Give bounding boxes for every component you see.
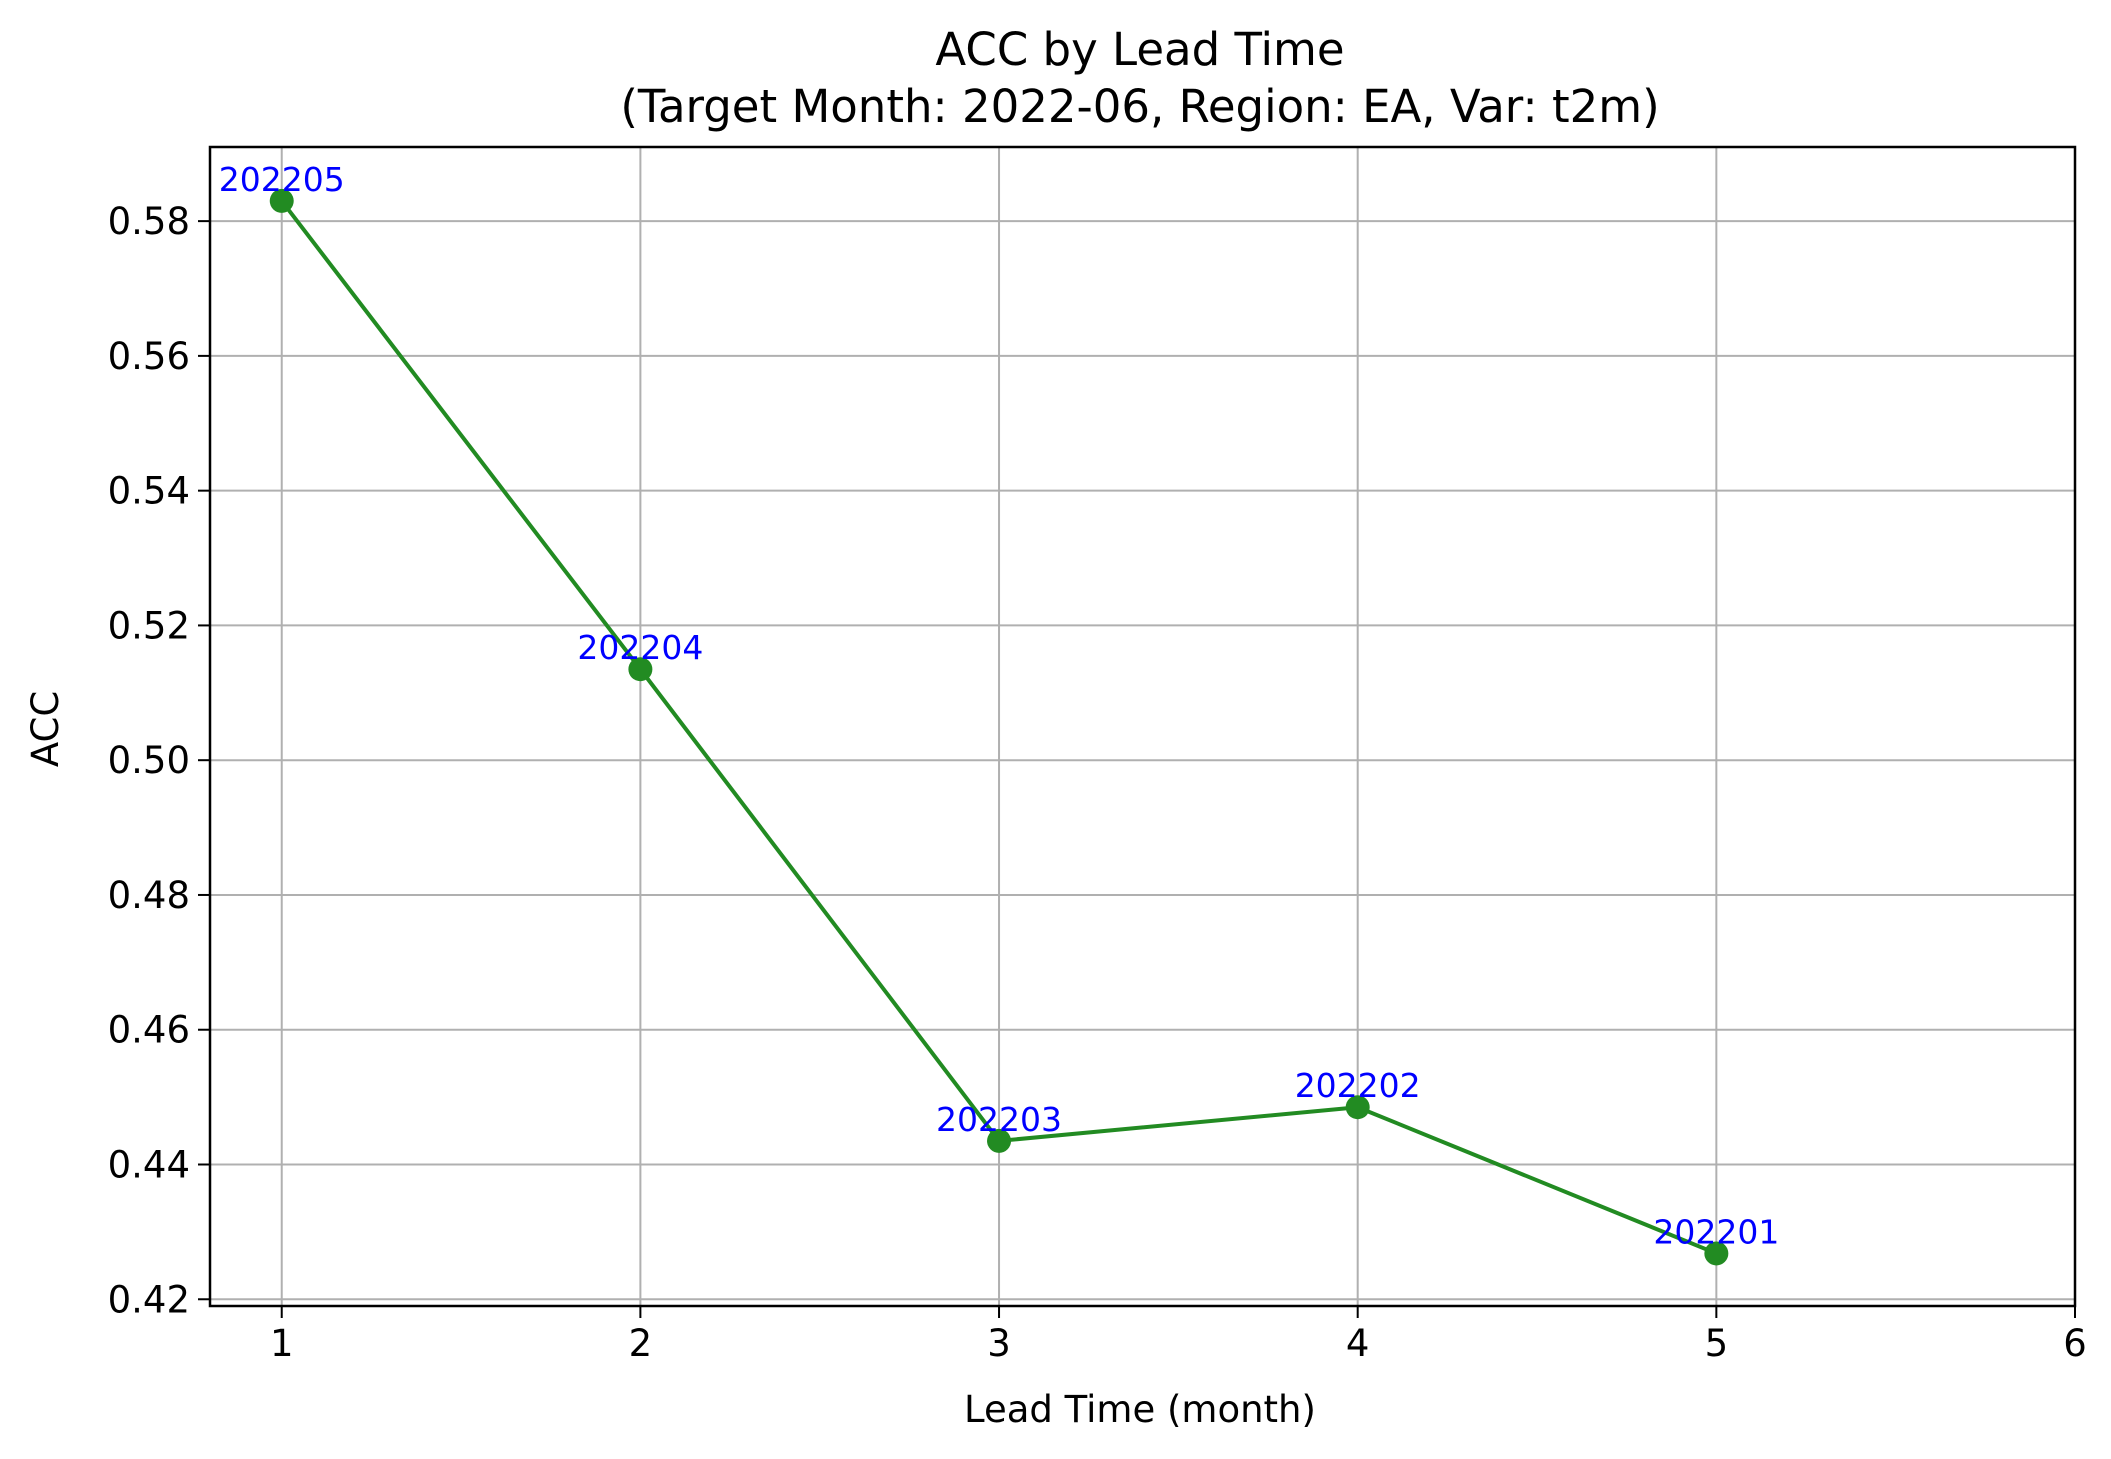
grid bbox=[210, 147, 2076, 1306]
x-tick-label: 2 bbox=[629, 1322, 653, 1365]
data-label: 202205 bbox=[219, 160, 345, 199]
y-tick-label: 0.44 bbox=[108, 1143, 190, 1186]
data-point bbox=[628, 657, 653, 682]
x-tick-label: 4 bbox=[1346, 1322, 1370, 1365]
data-points bbox=[269, 188, 1729, 1266]
x-tick-label: 1 bbox=[270, 1322, 294, 1365]
data-labels: 202205 202204 202203 202202 202201 bbox=[219, 160, 1780, 1252]
data-label: 202201 bbox=[1653, 1212, 1779, 1251]
x-tick-label: 5 bbox=[1705, 1322, 1729, 1365]
y-tick-label: 0.48 bbox=[108, 874, 190, 917]
y-tick-label: 0.52 bbox=[108, 604, 190, 647]
x-axis-label: Lead Time (month) bbox=[964, 1388, 1316, 1431]
x-tick-label: 3 bbox=[987, 1322, 1011, 1365]
data-point bbox=[987, 1128, 1012, 1153]
chart-subtitle: (Target Month: 2022-06, Region: EA, Var:… bbox=[620, 80, 1659, 133]
y-tick-label: 0.50 bbox=[108, 739, 190, 782]
data-point bbox=[1704, 1241, 1729, 1266]
y-tick-label: 0.58 bbox=[108, 200, 190, 243]
axis-ticks: 1 2 3 4 5 6 0.42 0.44 0.46 0.48 0.50 0.52 0.54 0.56 0.… bbox=[108, 200, 2087, 1365]
plot-frame bbox=[208, 145, 2077, 1308]
y-tick-label: 0.56 bbox=[108, 335, 190, 378]
y-tick-label: 0.42 bbox=[108, 1278, 190, 1321]
data-point bbox=[269, 188, 294, 213]
x-tick-label: 6 bbox=[2063, 1322, 2087, 1365]
data-label: 202203 bbox=[936, 1100, 1062, 1139]
data-label: 202202 bbox=[1295, 1066, 1421, 1105]
y-axis-label: ACC bbox=[24, 691, 67, 767]
y-tick-label: 0.46 bbox=[108, 1009, 190, 1052]
data-point bbox=[1345, 1095, 1370, 1120]
y-tick-label: 0.54 bbox=[108, 470, 190, 513]
data-label: 202204 bbox=[577, 628, 703, 667]
chart-title: ACC by Lead Time bbox=[935, 23, 1344, 76]
